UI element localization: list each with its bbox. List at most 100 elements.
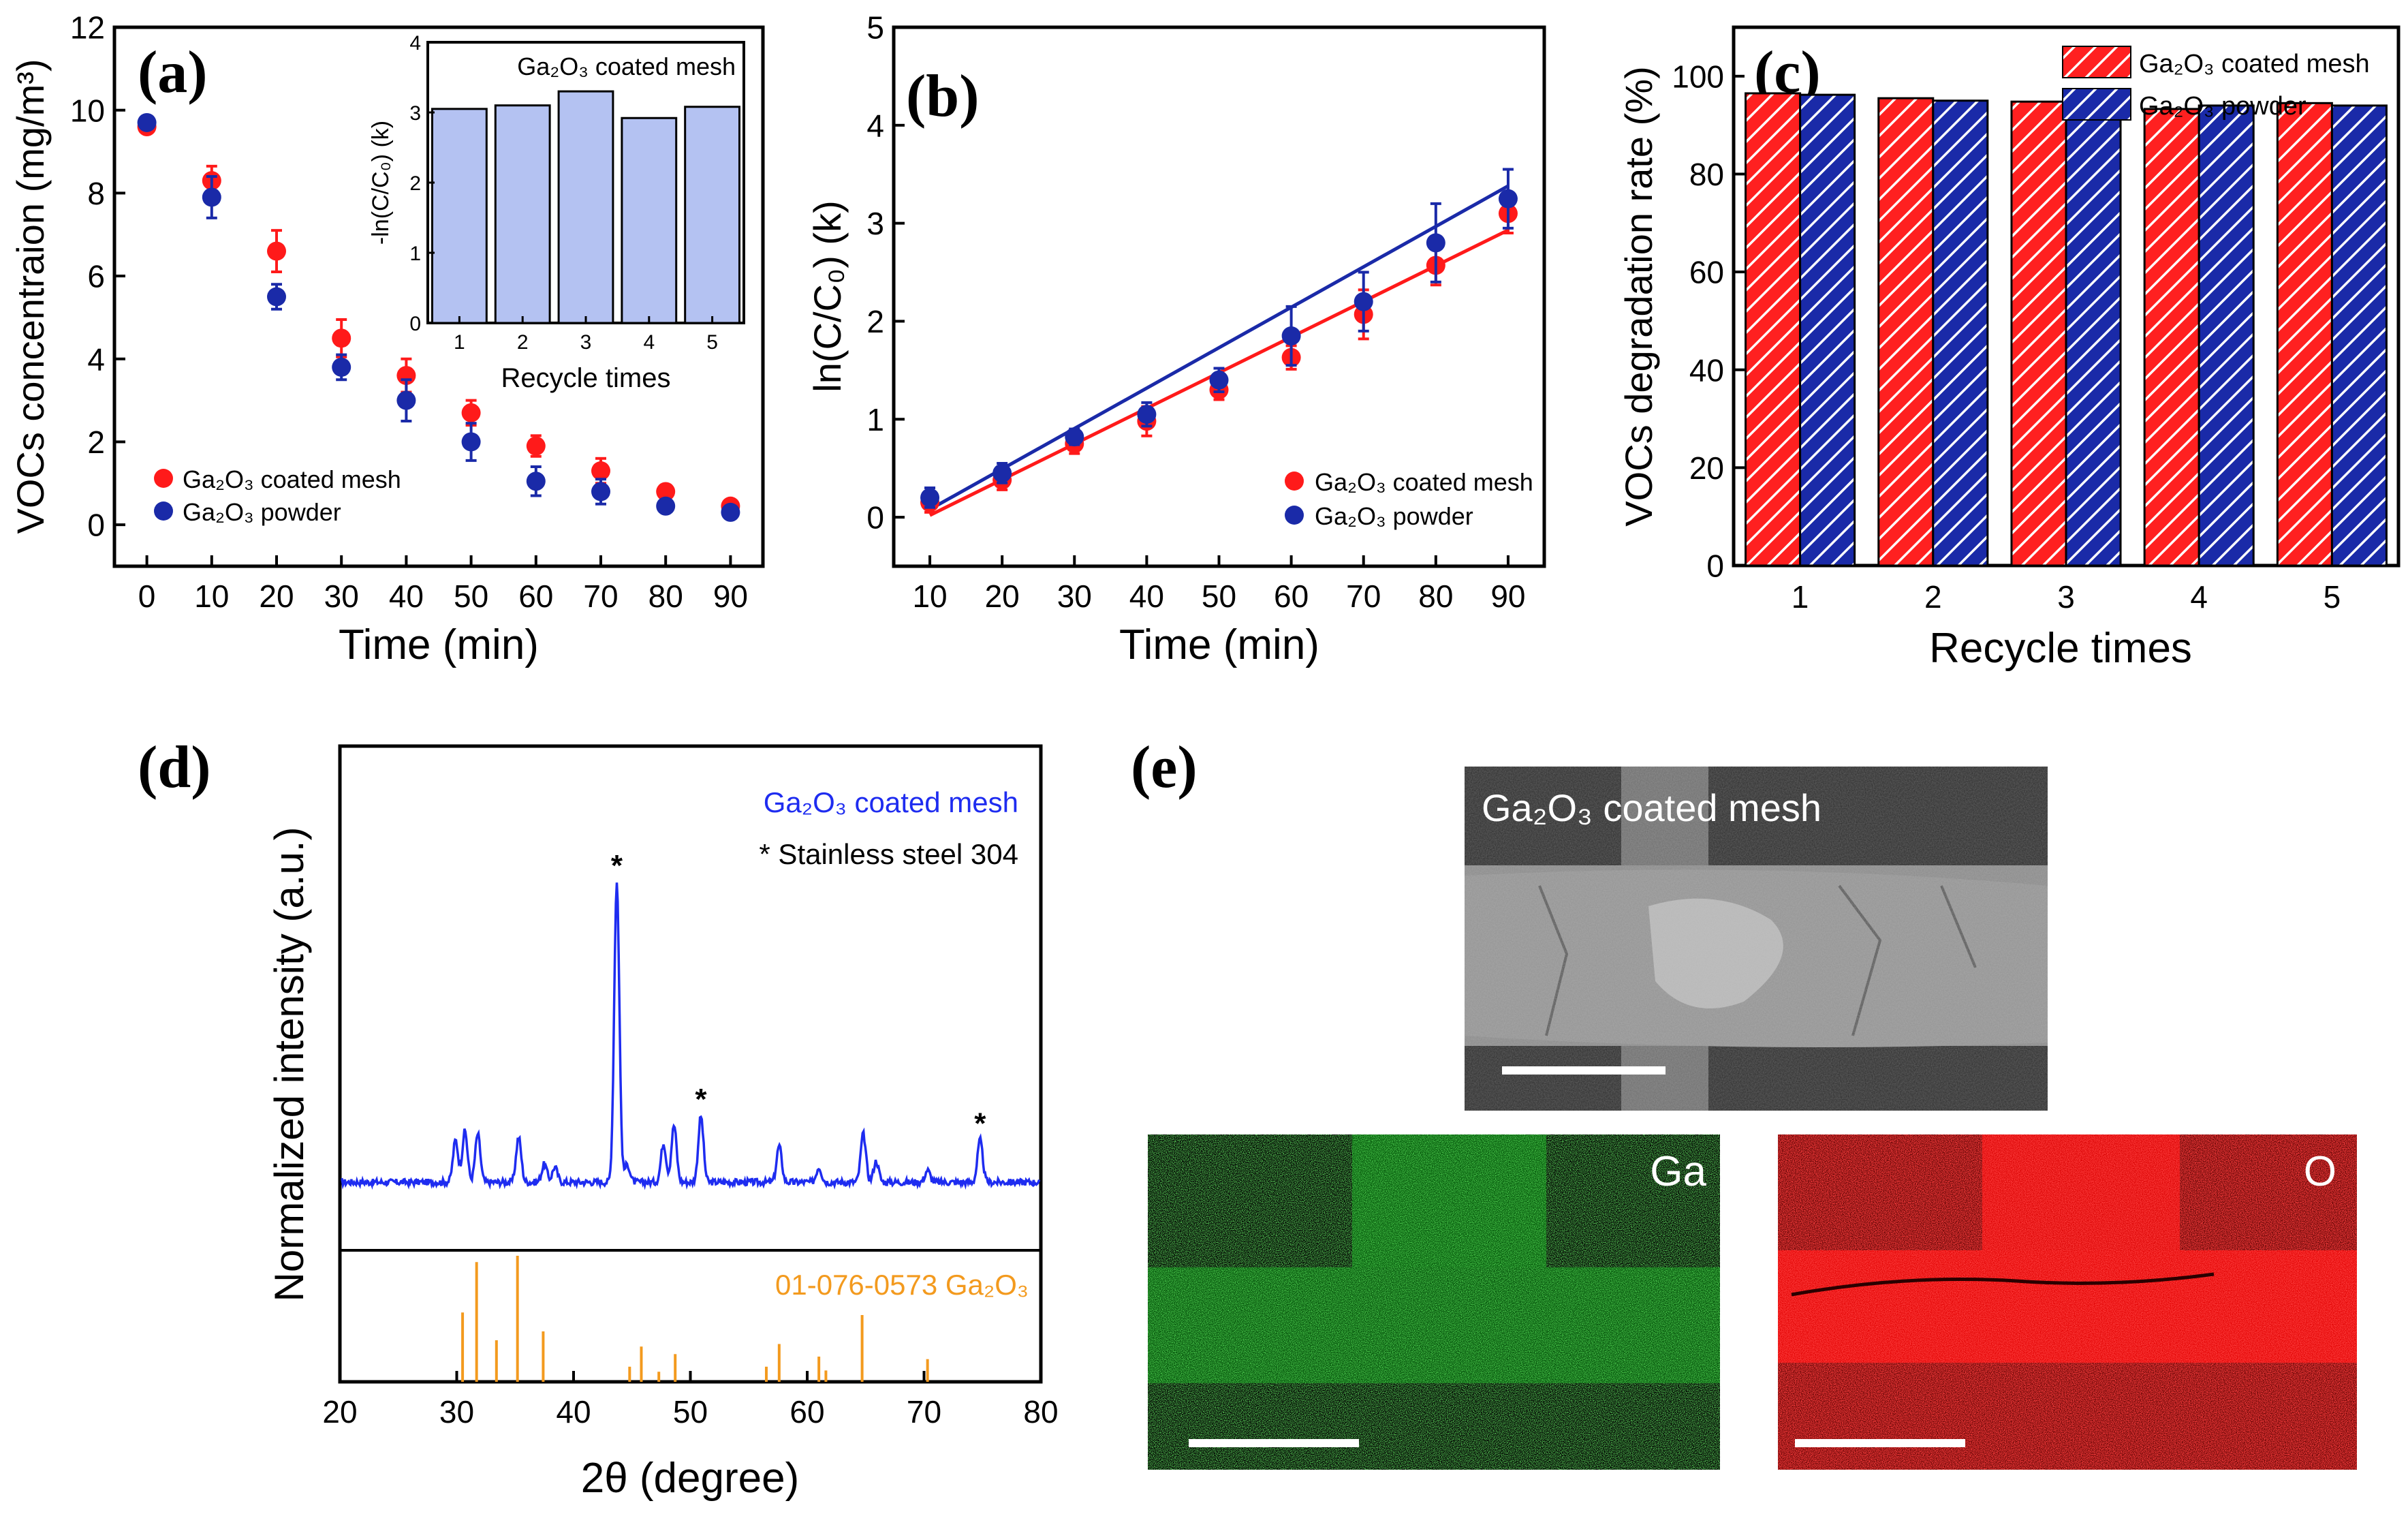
b-point-powder [1354,292,1373,311]
a-point-mesh [461,403,481,422]
c-ytick-label: 20 [1689,450,1724,486]
c-bar-mesh [2143,108,2200,567]
d-star-marker: * [695,1083,707,1116]
sem-label: Ga₂O₃ coated mesh [1482,786,1821,829]
b-xtick-label: 10 [912,578,947,614]
b-xtick-label: 30 [1057,578,1092,614]
a-ytick-label: 2 [87,424,105,460]
panel-c-ylabel: VOCs degradation rate (%) [1617,66,1660,526]
a-point-powder [461,432,481,452]
a-ytick-label: 0 [87,508,105,543]
b-point-powder [920,488,940,508]
c-ytick-label: 0 [1706,549,1724,584]
c-xtick-label: 3 [2057,579,2075,615]
b-legend-marker-mesh [1285,472,1304,491]
inset-xtick-label: 3 [580,331,592,354]
c-bar-powder [1932,99,1989,567]
inset-xtick-label: 2 [517,331,529,354]
sem-scale-bar [1502,1066,1666,1075]
a-point-powder [267,287,286,307]
a-ytick-label: 10 [70,93,105,128]
panel-e: (e) Ga₂O₃ coated mesh Ga [1131,735,2357,1470]
c-xtick-label: 5 [2324,579,2341,615]
inset-ytick-label: 4 [409,32,421,55]
panel-b-legend-powder: Ga₂O₃ powder [1315,502,1473,530]
panel-a-legend-mesh: Ga₂O₃ coated mesh [183,465,401,493]
panel-a-inset: 1 2 3 4 5 0 1 2 3 4 Ga₂O₃ coated mesh Recycle tim… [368,32,745,393]
legend-marker-mesh [154,469,173,488]
a-xtick-label: 90 [713,578,748,614]
b-ytick-label: 2 [866,304,884,339]
ga-scale-bar [1189,1439,1359,1447]
panel-b-ylabel: ln(C/C₀) (k) [806,200,849,392]
a-point-powder [721,502,740,522]
panel-d-legend-steel: * Stainless steel 304 [759,838,1018,870]
a-point-mesh [656,482,676,501]
b-ytick-label: 0 [866,500,884,536]
eds-map-ga: Ga [1148,1134,1720,1470]
b-ytick-label: 3 [866,206,884,241]
panel-b-xlabel: Time (min) [1119,621,1319,668]
c-xtick-label: 4 [2190,579,2208,615]
d-xtick-label: 80 [1023,1394,1058,1430]
c-bar-mesh [1877,97,1935,567]
b-point-powder [1209,370,1229,390]
c-bar-mesh [2010,100,2067,567]
inset-xtick-label: 5 [706,331,718,354]
inset-bar [621,117,678,324]
b-ytick-label: 5 [866,10,884,46]
b-point-powder [1065,427,1084,447]
panel-d-legend-mesh: Ga₂O₃ coated mesh [764,786,1018,818]
d-xtick-label: 60 [789,1394,824,1430]
inset-marks: 1 2 3 4 5 0 1 2 3 4 [409,32,741,354]
panel-d-axes: 20 30 40 50 60 70 80 [322,1371,1059,1430]
b-ytick-label: 4 [866,108,884,143]
inset-bar [431,108,488,324]
b-xtick-label: 40 [1129,578,1164,614]
panel-b-legend-mesh: Ga₂O₃ coated mesh [1315,468,1533,496]
c-bar-powder [1799,93,1856,567]
inset-ytick-label: 1 [409,243,421,265]
a-ytick-label: 4 [87,341,105,377]
a-xtick-label: 70 [583,578,618,614]
c-bar-powder [2065,99,2122,567]
panel-a-xlabel: Time (min) [339,621,539,668]
b-fit-line-powder [928,184,1510,511]
b-point-powder [992,463,1012,483]
panel-d-marks: * * * [341,849,1041,1382]
panel-a-legend-powder: Ga₂O₃ powder [183,498,341,526]
inset-ylabel: -ln(C/C₀) (k) [368,121,394,245]
a-xtick-label: 60 [518,578,553,614]
inset-bar [684,106,741,324]
ga-label: Ga [1650,1148,1706,1195]
panel-a-letter: (a) [138,40,208,106]
a-point-mesh [332,328,351,348]
panel-d-ylabel: Normalized intensity (a.u.) [266,827,312,1302]
eds-map-o: O [1778,1134,2357,1470]
c-xtick-label: 2 [1924,579,1942,615]
panel-b-axes: 10 20 30 40 50 60 70 80 90 0 1 2 3 4 5 [866,10,1525,614]
d-star-marker: * [611,849,623,882]
inset-bar [494,104,551,324]
b-xtick-label: 50 [1202,578,1236,614]
panel-c-legend-powder: Ga₂O₃ powder [2139,92,2307,121]
b-xtick-label: 60 [1274,578,1309,614]
a-point-powder [202,187,221,207]
panel-a-ylabel: VOCs concentraion (mg/m³) [9,59,52,534]
a-xtick-label: 30 [324,578,359,614]
panel-d-xlabel: 2θ (degree) [581,1455,800,1502]
panel-a-marks [137,112,740,522]
a-ytick-label: 8 [87,176,105,211]
panel-e-letter: (e) [1131,735,1198,801]
b-xtick-label: 90 [1490,578,1525,614]
panel-b-marks [920,168,1518,517]
a-point-powder [332,357,351,377]
a-point-powder [656,496,676,516]
c-bar-mesh [1745,92,1802,567]
panel-c-xlabel: Recycle times [1929,625,2192,672]
legend-marker-powder [154,501,173,521]
panel-d-reference-label: 01-076-0573 Ga₂O₃ [775,1269,1029,1301]
